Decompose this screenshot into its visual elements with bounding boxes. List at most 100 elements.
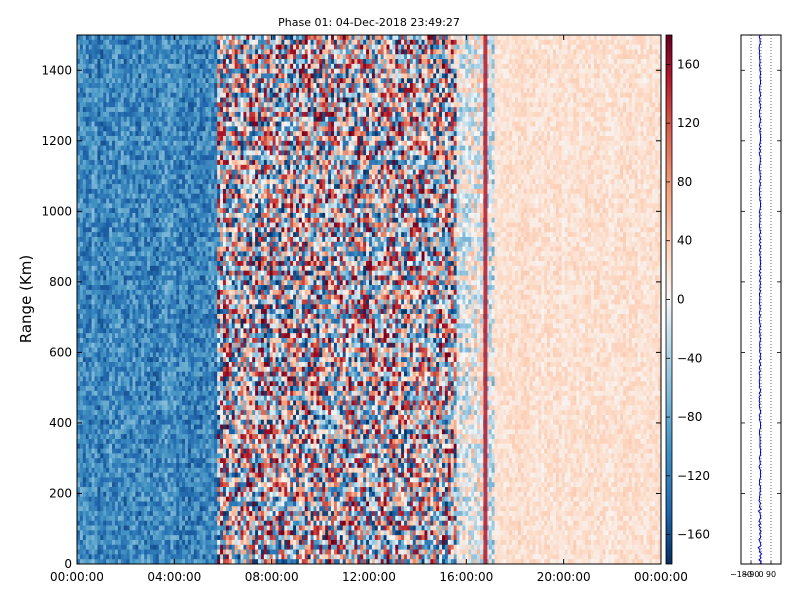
heatmap-cell	[82, 544, 87, 550]
heatmap-cell	[126, 217, 130, 223]
heatmap-cell	[114, 140, 119, 147]
heatmap-cell	[88, 491, 92, 498]
heatmap-cell	[97, 261, 101, 267]
heatmap-cell	[193, 487, 198, 493]
heatmap-cell	[185, 92, 189, 98]
heatmap-cell	[97, 217, 101, 223]
heatmap-cell	[132, 174, 136, 180]
heatmap-cell	[85, 313, 90, 320]
heatmap-cell	[88, 434, 92, 440]
heatmap-cell	[190, 246, 195, 252]
heatmap-cell	[190, 438, 195, 445]
heatmap-cell	[182, 366, 186, 373]
heatmap-cell	[82, 251, 87, 257]
heatmap-cell	[135, 160, 139, 166]
heatmap-cell	[176, 193, 180, 199]
heatmap-cell	[205, 467, 209, 474]
heatmap-cell	[158, 227, 163, 233]
heatmap-cell	[114, 333, 119, 339]
heatmap-cell	[88, 150, 92, 156]
heatmap-cell	[187, 419, 192, 425]
heatmap-cell	[190, 352, 195, 358]
heatmap-cell	[150, 443, 154, 449]
heatmap-cell	[120, 164, 125, 171]
heatmap-cell	[79, 477, 84, 483]
heatmap-cell	[205, 390, 209, 397]
heatmap-cell	[190, 414, 195, 421]
heatmap-cell	[138, 352, 142, 358]
heatmap-cell	[103, 530, 107, 536]
heatmap-cell	[187, 140, 192, 147]
heatmap-cell	[120, 304, 125, 310]
heatmap-cell	[208, 236, 212, 243]
heatmap-cell	[144, 289, 148, 296]
heatmap-cell	[103, 160, 107, 166]
heatmap-cell	[199, 63, 203, 70]
heatmap-cell	[190, 164, 195, 171]
heatmap-cell	[79, 395, 84, 401]
heatmap-cell	[152, 438, 157, 445]
heatmap-cell	[106, 333, 110, 339]
heatmap-cell	[88, 337, 92, 344]
heatmap-cell	[190, 482, 195, 488]
heatmap-cell	[103, 227, 107, 233]
heatmap-cell	[147, 131, 151, 137]
heatmap-cell	[114, 390, 119, 397]
heatmap-cell	[123, 107, 128, 113]
heatmap-cell	[88, 54, 92, 60]
heatmap-cell	[173, 309, 177, 315]
heatmap-cell	[173, 362, 177, 368]
heatmap-cell	[193, 289, 198, 296]
heatmap-cell	[176, 448, 180, 454]
heatmap-cell	[88, 184, 92, 190]
heatmap-cell	[117, 472, 122, 478]
heatmap-cell	[82, 342, 87, 348]
heatmap-cell	[150, 549, 154, 555]
heatmap-cell	[103, 304, 107, 310]
heatmap-cell	[91, 381, 95, 387]
heatmap-cell	[193, 477, 198, 483]
heatmap-cell	[100, 549, 104, 555]
heatmap-cell	[94, 304, 98, 310]
heatmap-cell	[114, 179, 119, 185]
heatmap-cell	[126, 126, 130, 132]
heatmap-cell	[182, 203, 186, 209]
heatmap-cell	[164, 83, 168, 89]
heatmap-cell	[150, 482, 154, 488]
heatmap-cell	[196, 410, 201, 416]
heatmap-cell	[120, 140, 125, 147]
heatmap-cell	[193, 126, 198, 132]
heatmap-cell	[123, 347, 128, 353]
heatmap-cell	[103, 121, 107, 127]
heatmap-cell	[100, 227, 104, 233]
heatmap-cell	[176, 520, 180, 526]
heatmap-cell	[77, 68, 81, 74]
heatmap-cell	[79, 501, 84, 507]
heatmap-cell	[147, 501, 151, 507]
heatmap-cell	[152, 44, 157, 50]
heatmap-cell	[190, 342, 195, 348]
heatmap-cell	[164, 496, 168, 502]
heatmap-cell	[132, 342, 136, 348]
heatmap-cell	[85, 203, 90, 209]
heatmap-cell	[129, 347, 133, 353]
heatmap-cell	[141, 323, 145, 329]
heatmap-cell	[185, 87, 189, 94]
heatmap-cell	[155, 164, 160, 171]
heatmap-cell	[85, 265, 90, 272]
heatmap-cell	[103, 63, 107, 70]
heatmap-cell	[187, 289, 192, 296]
heatmap-cell	[120, 155, 125, 161]
heatmap-cell	[199, 102, 203, 108]
heatmap-cell	[193, 280, 198, 286]
heatmap-cell	[164, 111, 168, 118]
heatmap-cell	[179, 438, 183, 445]
heatmap-cell	[94, 323, 98, 329]
heatmap-cell	[88, 515, 92, 522]
heatmap-cell	[185, 443, 189, 449]
heatmap-cell	[85, 232, 90, 238]
heatmap-cell	[205, 438, 209, 445]
heatmap-cell	[176, 487, 180, 493]
heatmap-cell	[193, 386, 198, 392]
heatmap-cell	[158, 482, 163, 488]
